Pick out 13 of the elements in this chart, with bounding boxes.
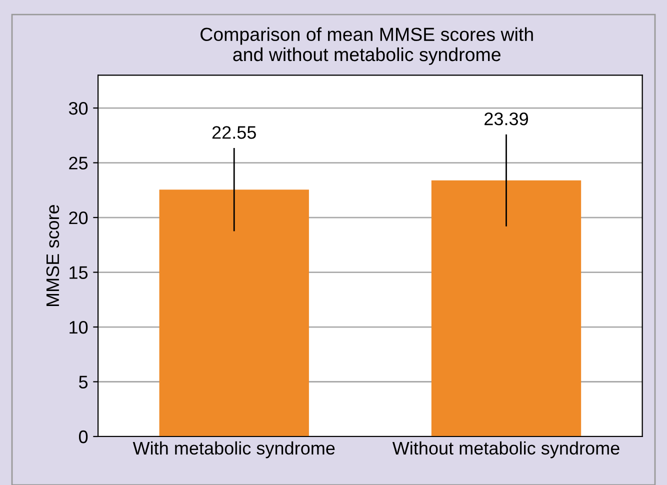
y-tick-label: 10 [70, 320, 88, 334]
y-tick-label: 15 [70, 266, 88, 279]
x-tick-label: Without metabolic syndrome [392, 441, 620, 458]
chart-title: Comparison of mean MMSE scores with and without metabolic syndrome [200, 27, 533, 65]
y-tick-label: 30 [68, 102, 88, 115]
y-tick-label: 5 [79, 376, 88, 388]
data-label: 23.39 [484, 112, 528, 126]
y-axis-title: MMSE score [46, 204, 60, 306]
x-tick-label: With metabolic syndrome [132, 441, 335, 458]
y-tick-label: 20 [69, 211, 88, 224]
y-tick-label: 25 [69, 156, 88, 170]
y-tick-label: 0 [78, 430, 88, 444]
data-label: 22.55 [212, 126, 256, 139]
